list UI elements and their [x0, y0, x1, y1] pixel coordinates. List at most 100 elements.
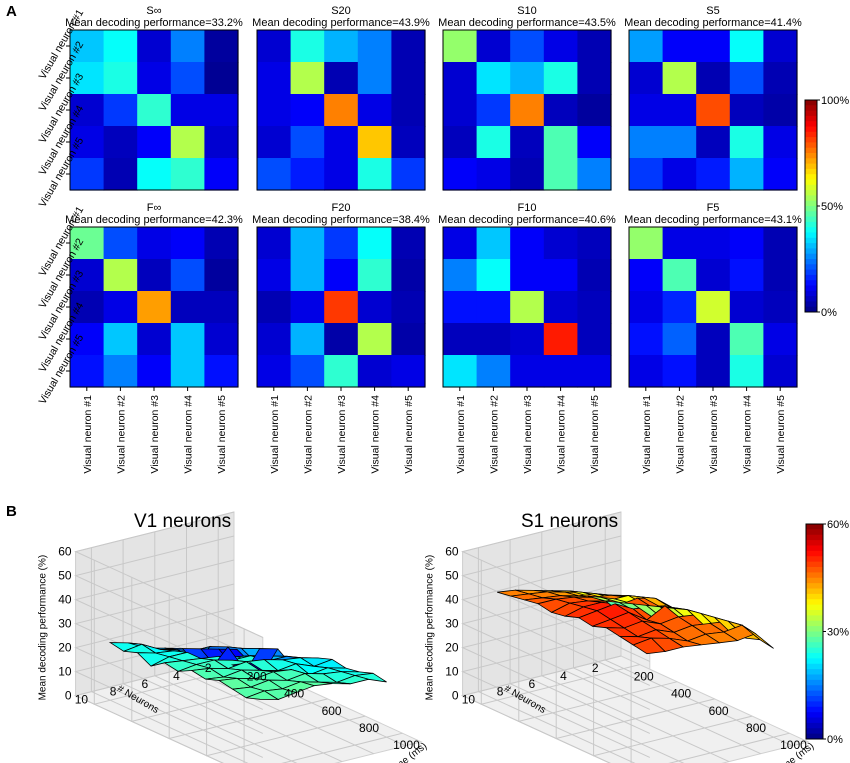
heatmap-label: S5: [706, 5, 719, 17]
heatmap-cell: [543, 30, 578, 63]
x-tick-label: Visual neuron #5: [775, 395, 787, 474]
x-tick-label: 1000: [780, 738, 807, 752]
heatmap-cell: [443, 158, 478, 191]
heatmap-cell: [170, 30, 205, 63]
surface-2: 20040060080010002468100102030405060Time …: [425, 511, 816, 763]
heatmap-cell: [476, 291, 511, 324]
heatmap-cell: [324, 62, 359, 95]
y-tick-label: 6: [141, 677, 148, 691]
y-tick-label: 8: [110, 685, 117, 699]
heatmap-cell: [257, 30, 292, 63]
colorbar-a-segment: [805, 153, 817, 159]
heatmap-cell: [662, 227, 697, 260]
colorbar-b-tick-label: 60%: [827, 519, 849, 531]
heatmap-cell: [170, 126, 205, 159]
heatmap-cell: [577, 30, 612, 63]
heatmap-cell: [763, 62, 798, 95]
heatmap-cell: [476, 355, 511, 388]
heatmap-cell: [510, 259, 545, 292]
colorbar-b-segment: [806, 572, 823, 579]
heatmap-cell: [324, 291, 359, 324]
z-tick-label: 0: [65, 689, 72, 703]
x-tick-label: Visual neuron #4: [183, 395, 195, 474]
colorbar-a-segment: [805, 190, 817, 196]
heatmap-cell: [290, 158, 325, 191]
z-tick-label: 40: [445, 593, 459, 607]
heatmap-cell: [204, 126, 239, 159]
colorbar-b-segment: [806, 599, 823, 606]
heatmap-cell: [629, 30, 664, 63]
x-gridline: [480, 560, 640, 705]
heatmap-cell: [257, 323, 292, 356]
colorbar-a-segment: [805, 126, 817, 133]
colorbar-b-segment: [806, 534, 823, 541]
colorbar-b-segment: [806, 626, 823, 633]
colorbar-b-segment: [806, 610, 823, 616]
x-tick-label: 400: [284, 687, 304, 701]
heatmap-cell: [629, 126, 664, 159]
heatmap-cell: [577, 291, 612, 324]
heatmap-subtitle: Mean decoding performance=40.6%: [438, 214, 616, 226]
colorbar-a-segment: [805, 115, 817, 122]
heatmap-cell: [257, 291, 292, 324]
heatmap-cell: [137, 126, 172, 159]
x-tick-label: Visual neuron #3: [336, 395, 348, 474]
heatmap-cell: [443, 94, 478, 127]
x-tick-label: Visual neuron #4: [556, 395, 568, 474]
heatmap-cell: [543, 227, 578, 260]
heatmap-cell: [170, 158, 205, 191]
heatmap-cell: [290, 126, 325, 159]
heatmap-cell: [763, 291, 798, 324]
y-gridline: [573, 523, 761, 755]
colorbar-a-segment: [805, 227, 817, 233]
heatmap-subtitle: Mean decoding performance=43.9%: [252, 17, 430, 29]
z-tick-label: 20: [58, 641, 72, 655]
colorbar-a-segment: [805, 147, 817, 154]
colorbar-b: 60% 30% 0%: [805, 519, 849, 746]
x-tick-label: Visual neuron #1: [641, 395, 653, 474]
heatmap-cell: [543, 94, 578, 127]
heatmap-cell: [204, 227, 239, 260]
z-tick-label: 30: [58, 617, 72, 631]
x-tick-label: 600: [709, 704, 729, 718]
colorbar-b-segment: [806, 577, 823, 584]
heatmap-cell: [629, 62, 664, 95]
colorbar-a-segment: [805, 259, 817, 265]
y-gridline: [122, 539, 298, 763]
x-tick-label: 400: [671, 687, 691, 701]
heatmap-cell: [729, 94, 764, 127]
heatmap-cell: [70, 355, 105, 388]
x-gridline: [168, 594, 328, 740]
z-gridline: [74, 535, 264, 662]
y-gridline: [541, 531, 730, 763]
heatmap-cell: [170, 355, 205, 388]
heatmap-cell: [103, 126, 138, 159]
heatmap-subtitle: Mean decoding performance=41.4%: [624, 17, 802, 29]
z-gridline: [74, 511, 264, 638]
heatmap-cell: [629, 323, 664, 356]
heatmap-cell: [476, 158, 511, 191]
colorbar-a-segment: [805, 285, 817, 292]
z-tick-label: 0: [452, 689, 459, 703]
colorbar-a-segment: [805, 200, 817, 207]
heatmap-cell: [629, 259, 664, 292]
heatmap-cell: [443, 30, 478, 63]
colorbar-b-segment: [806, 701, 823, 708]
colorbar-b-segment: [806, 567, 823, 573]
heatmap-cell: [476, 62, 511, 95]
y-gridline: [509, 539, 685, 763]
colorbar-b-segment: [806, 690, 823, 697]
heatmap-cell: [391, 227, 426, 260]
heatmap-cell: [70, 126, 105, 159]
heatmap-subtitle: Mean decoding performance=42.3%: [65, 214, 243, 226]
heatmap-cell: [729, 158, 764, 191]
heatmap-cell: [696, 355, 731, 388]
z-gridline: [461, 631, 651, 758]
surface-title: V1 neurons: [134, 511, 231, 532]
z-tick-label: 60: [445, 545, 459, 559]
colorbar-a-segment: [805, 306, 817, 313]
heatmap-cell: [476, 227, 511, 260]
x-tick-label: Visual neuron #5: [403, 395, 415, 474]
